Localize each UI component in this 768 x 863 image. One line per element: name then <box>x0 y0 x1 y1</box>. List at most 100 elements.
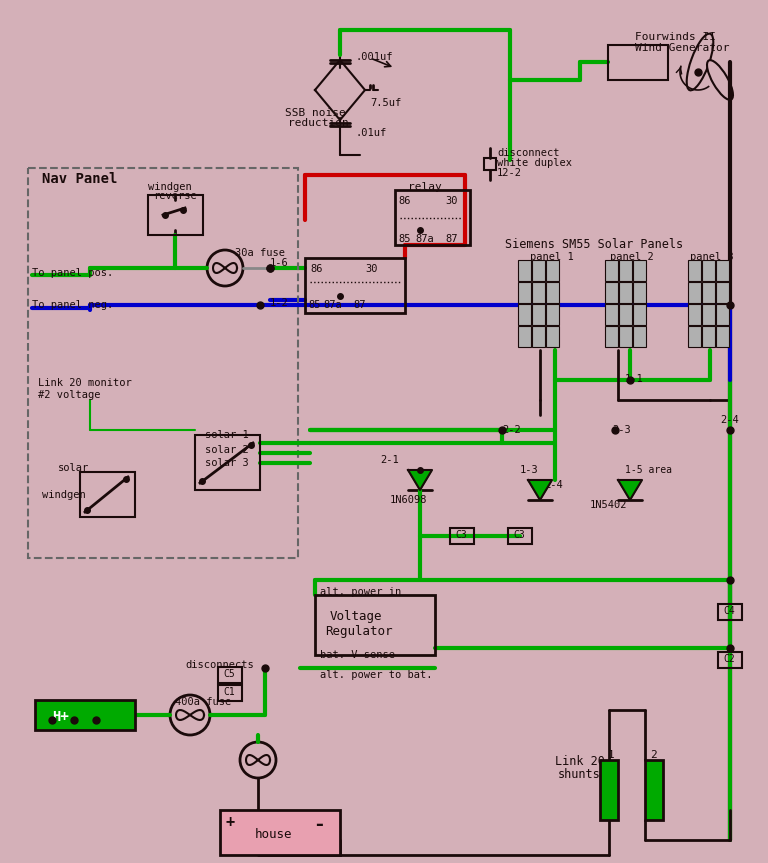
Text: C4: C4 <box>723 606 735 616</box>
Text: windgen: windgen <box>148 182 192 192</box>
Bar <box>645 760 663 820</box>
Bar <box>532 282 545 303</box>
Text: 7.5uf: 7.5uf <box>370 98 401 108</box>
Bar <box>518 304 531 325</box>
Text: To panel pos.: To panel pos. <box>32 268 113 278</box>
Bar <box>716 282 729 303</box>
Bar <box>518 326 531 347</box>
Bar <box>148 195 203 235</box>
Text: SSB noise: SSB noise <box>285 108 346 118</box>
Text: Fourwinds II: Fourwinds II <box>635 32 716 42</box>
Text: +: + <box>225 815 234 830</box>
Text: 2: 2 <box>650 750 657 760</box>
Text: disconnect: disconnect <box>497 148 560 158</box>
Text: solar 2: solar 2 <box>205 445 249 455</box>
Bar <box>633 260 646 281</box>
Text: solar 1: solar 1 <box>205 430 249 440</box>
Text: 2-3: 2-3 <box>612 425 631 435</box>
Text: 86: 86 <box>398 196 411 206</box>
Text: solar 3: solar 3 <box>205 458 249 468</box>
Bar <box>80 472 135 517</box>
Text: 1N5402: 1N5402 <box>590 500 627 510</box>
Bar <box>546 282 559 303</box>
Text: C1: C1 <box>223 687 235 697</box>
Text: 30: 30 <box>365 264 378 274</box>
Text: 85: 85 <box>308 300 320 310</box>
Bar <box>633 282 646 303</box>
Text: 87a: 87a <box>323 300 342 310</box>
Text: 30a fuse: 30a fuse <box>235 248 285 258</box>
Bar <box>546 326 559 347</box>
Polygon shape <box>528 480 552 500</box>
Bar <box>546 260 559 281</box>
Text: 1-3: 1-3 <box>520 465 538 475</box>
Bar <box>688 304 701 325</box>
Bar <box>518 260 531 281</box>
Text: panel 1: panel 1 <box>530 252 574 262</box>
Bar <box>218 667 242 683</box>
Text: 400a fuse: 400a fuse <box>175 697 231 707</box>
Bar <box>508 528 532 544</box>
Bar <box>35 700 135 730</box>
Bar <box>619 304 632 325</box>
Bar <box>532 304 545 325</box>
Text: C5: C5 <box>223 669 235 679</box>
Bar <box>619 282 632 303</box>
Bar <box>218 685 242 701</box>
Text: alt. power in: alt. power in <box>320 587 401 597</box>
Text: Voltage: Voltage <box>330 610 382 623</box>
Bar <box>718 652 742 668</box>
Text: alt. power to bat.: alt. power to bat. <box>320 670 432 680</box>
Polygon shape <box>408 470 432 490</box>
Bar <box>28 168 298 558</box>
Text: 1-4: 1-4 <box>545 480 564 490</box>
Text: disconnects: disconnects <box>185 660 253 670</box>
Bar <box>450 528 474 544</box>
Bar <box>688 282 701 303</box>
Bar <box>718 604 742 620</box>
Bar <box>688 326 701 347</box>
Ellipse shape <box>687 34 713 91</box>
Text: .001uf: .001uf <box>355 52 392 62</box>
Text: 30: 30 <box>445 196 458 206</box>
Bar <box>605 326 618 347</box>
Text: 12-2: 12-2 <box>497 168 522 178</box>
Bar <box>220 810 340 855</box>
Bar <box>702 304 715 325</box>
Text: Link 20: Link 20 <box>555 755 605 768</box>
Bar <box>305 258 405 313</box>
Text: shunts: shunts <box>558 768 601 781</box>
Text: .01uf: .01uf <box>355 128 386 138</box>
Bar <box>619 260 632 281</box>
Text: reverse: reverse <box>153 191 197 201</box>
Text: H+: H+ <box>52 710 69 724</box>
Text: 1N6098: 1N6098 <box>390 495 428 505</box>
Bar <box>605 304 618 325</box>
Text: 87: 87 <box>353 300 366 310</box>
Text: relay: relay <box>408 182 442 192</box>
Text: solar: solar <box>58 463 89 473</box>
Text: C2: C2 <box>723 654 735 664</box>
Text: house: house <box>255 828 293 841</box>
Text: -: - <box>313 815 325 834</box>
Text: 87a: 87a <box>415 234 434 244</box>
Bar <box>702 282 715 303</box>
Text: Regulator: Regulator <box>325 625 392 638</box>
Bar <box>605 260 618 281</box>
Polygon shape <box>618 480 642 500</box>
Bar <box>633 326 646 347</box>
Bar <box>619 326 632 347</box>
Bar <box>716 326 729 347</box>
Bar <box>600 760 618 820</box>
Text: reduction: reduction <box>288 118 349 128</box>
Bar <box>688 260 701 281</box>
Bar <box>532 260 545 281</box>
Bar <box>518 282 531 303</box>
Text: Link 20 monitor: Link 20 monitor <box>38 378 132 388</box>
Text: bat. V sense: bat. V sense <box>320 650 395 660</box>
Text: windgen: windgen <box>42 490 86 500</box>
Ellipse shape <box>707 60 733 100</box>
Bar <box>716 304 729 325</box>
Text: 1-5 area: 1-5 area <box>625 465 672 475</box>
Text: 2-2: 2-2 <box>502 425 521 435</box>
